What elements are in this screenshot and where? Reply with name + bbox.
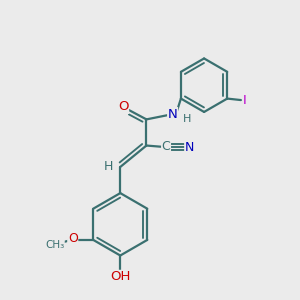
Text: N: N bbox=[168, 107, 178, 121]
Text: H: H bbox=[183, 114, 192, 124]
Text: O: O bbox=[68, 232, 78, 245]
Text: OH: OH bbox=[110, 270, 130, 284]
Text: I: I bbox=[243, 94, 247, 106]
Text: H: H bbox=[104, 160, 113, 173]
Text: C: C bbox=[162, 140, 170, 153]
Text: O: O bbox=[118, 100, 128, 113]
Text: N: N bbox=[185, 140, 194, 154]
Text: CH₃: CH₃ bbox=[45, 240, 64, 250]
